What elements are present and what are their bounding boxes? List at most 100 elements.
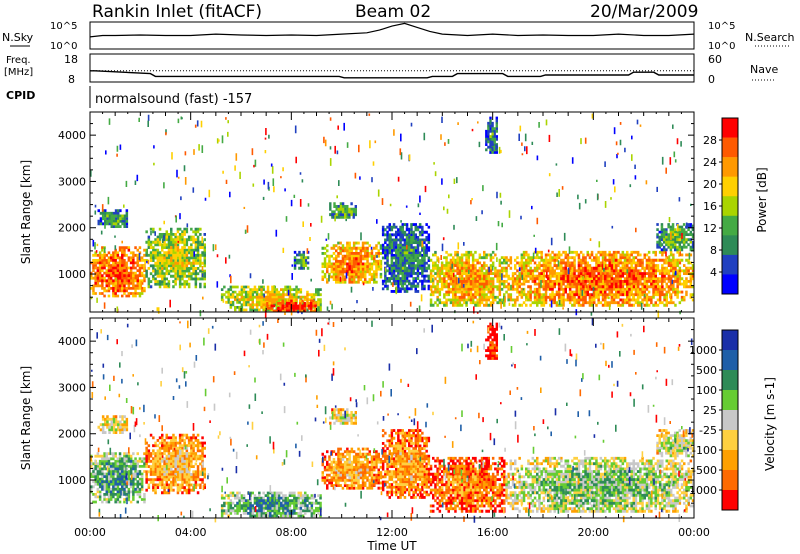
echo-region-1 — [145, 227, 206, 289]
echo-cells — [487, 325, 498, 360]
echo-cells — [505, 250, 695, 307]
echo-cells — [106, 214, 124, 226]
echo-cells — [346, 257, 365, 274]
echo-cells — [381, 429, 431, 499]
y-tick-label-2000: 2000 — [58, 428, 86, 441]
echo-region-8 — [381, 223, 431, 293]
echo-region-6 — [321, 241, 383, 284]
echo-cells — [145, 433, 206, 492]
velocity-echoes — [90, 318, 695, 523]
nave-tick-right-top: 60 — [708, 53, 722, 66]
x-tick-label-4: 16:00 — [477, 526, 509, 539]
nave-tick-right-bottom: 0 — [708, 73, 715, 86]
noise-panel: N.Sky 10^5 10^0 10^5 10^0 N.Search — [2, 21, 795, 52]
colorbar-tick-label-6: -500 — [692, 464, 717, 477]
echo-cells — [99, 415, 129, 434]
echo-cells — [268, 299, 302, 305]
colorbar-swatch — [722, 330, 738, 351]
echo-cells — [386, 228, 431, 288]
date-title: 20/Mar/2009 — [590, 2, 698, 22]
x-tick-label-6: 00:00 — [678, 526, 710, 539]
noise-tick-left-bottom: 10^0 — [50, 41, 77, 52]
power-ylabel: Slant Range [km] — [19, 160, 33, 264]
y-tick-label-3000: 3000 — [58, 381, 86, 394]
echo-cells — [98, 459, 139, 496]
echo-cells — [225, 491, 320, 518]
echo-cells — [220, 285, 322, 312]
colorbar-tick-label-5: 8 — [710, 244, 717, 257]
echo-region-2 — [97, 415, 129, 434]
frequency-series-line — [90, 70, 694, 79]
echo-region-4 — [266, 299, 317, 313]
echo-region-8 — [505, 456, 695, 513]
echo-cells — [662, 228, 693, 252]
colorbar-tick-label-1: 500 — [696, 364, 717, 377]
echo-cells — [335, 205, 353, 219]
colorbar-swatch — [722, 450, 738, 471]
colorbar-swatch — [722, 490, 738, 511]
echo-region-0 — [90, 452, 146, 504]
echo-cells — [268, 299, 317, 313]
echo-cells — [161, 446, 193, 482]
echo-cells — [434, 250, 437, 254]
echo-region-12 — [656, 223, 695, 252]
echo-cells — [145, 433, 206, 495]
echo-region-5 — [293, 250, 310, 270]
echo-cells — [145, 227, 206, 289]
nave-label: Nave — [750, 63, 778, 76]
echo-cells — [505, 456, 695, 513]
echo-cells — [94, 246, 144, 298]
y-tick-label-4000: 4000 — [58, 335, 86, 348]
echo-region-9 — [429, 250, 506, 307]
noise-tick-right-bottom: 10^0 — [708, 41, 735, 52]
freq-tick-left-bottom: 8 — [68, 73, 75, 86]
echo-cells — [220, 285, 322, 312]
echo-cells — [94, 248, 139, 295]
echo-cells — [99, 211, 129, 228]
echo-cells — [101, 417, 126, 432]
echo-cells — [101, 415, 126, 434]
noise-tick-right-top: 10^5 — [708, 21, 735, 32]
cpid-value: normalsound (fast) -157 — [95, 92, 252, 107]
colorbar-tick-label-0: 28 — [703, 134, 717, 147]
echo-cells — [296, 250, 310, 270]
velocity-ylabel: Slant Range [km] — [19, 366, 33, 470]
echo-cells — [331, 408, 334, 412]
echo-cells — [656, 429, 695, 455]
echo-cells — [270, 299, 317, 313]
echo-cells — [266, 299, 317, 313]
colorbar-frame — [721, 329, 739, 511]
power-colorbar: Power [dB] 28 24 20 16 12 8 4 — [703, 117, 769, 295]
colorbar-tick-label-4: 12 — [703, 222, 717, 235]
colorbar-tick-label-1: 24 — [703, 156, 717, 169]
echo-cells — [384, 431, 431, 499]
echo-cells — [399, 452, 413, 481]
colorbar-swatch — [722, 350, 738, 371]
freq-label-line2: [MHz] — [4, 67, 33, 78]
echo-region-5 — [329, 408, 357, 425]
echo-cells — [321, 447, 380, 490]
x-tick-label-5: 20:00 — [577, 526, 609, 539]
x-tick-label-2: 08:00 — [275, 526, 307, 539]
y-tick-label-2000: 2000 — [58, 222, 86, 235]
echo-region-7 — [429, 456, 506, 513]
echo-cells — [321, 241, 383, 284]
echo-cells — [145, 227, 206, 289]
colorbar-tick-label-2: 20 — [703, 178, 717, 191]
noise-tick-left-top: 10^5 — [50, 21, 77, 32]
echo-region-1 — [145, 433, 206, 495]
frequency-panel: Freq. [MHz] 18 8 60 0 Nave — [4, 53, 778, 86]
echo-cells — [656, 429, 661, 455]
velocity-colorbar: Velocity [m s-1] 1000 500 100 25 -25 -100 -500… — [685, 329, 777, 511]
y-tick-label-3000: 3000 — [58, 175, 86, 188]
echo-cells — [331, 408, 357, 425]
colorbar-tick-label-3: 25 — [703, 404, 717, 417]
colorbar-tick-label-4: -25 — [699, 424, 717, 437]
echo-cells — [145, 227, 206, 289]
echo-cells — [145, 433, 206, 495]
colorbar-swatch — [722, 196, 738, 217]
colorbar-swatch — [722, 370, 738, 391]
echo-cells — [381, 223, 431, 293]
echo-cells — [656, 223, 695, 252]
